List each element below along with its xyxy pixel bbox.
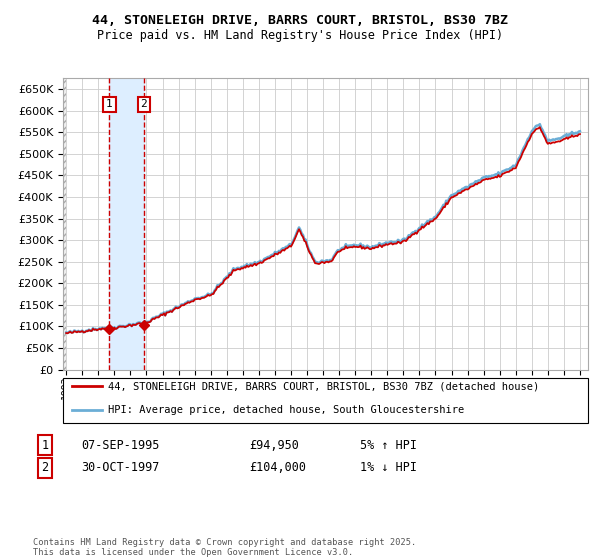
Text: 44, STONELEIGH DRIVE, BARRS COURT, BRISTOL, BS30 7BZ (detached house): 44, STONELEIGH DRIVE, BARRS COURT, BRIST… bbox=[108, 381, 539, 391]
Bar bbox=[109, 78, 144, 370]
Text: 07-SEP-1995: 07-SEP-1995 bbox=[81, 438, 160, 452]
Text: 1% ↓ HPI: 1% ↓ HPI bbox=[360, 461, 417, 474]
Text: Contains HM Land Registry data © Crown copyright and database right 2025.
This d: Contains HM Land Registry data © Crown c… bbox=[33, 538, 416, 557]
Text: 44, STONELEIGH DRIVE, BARRS COURT, BRISTOL, BS30 7BZ: 44, STONELEIGH DRIVE, BARRS COURT, BRIST… bbox=[92, 14, 508, 27]
Text: 30-OCT-1997: 30-OCT-1997 bbox=[81, 461, 160, 474]
Text: 1: 1 bbox=[106, 99, 113, 109]
Text: 2: 2 bbox=[140, 99, 147, 109]
Text: HPI: Average price, detached house, South Gloucestershire: HPI: Average price, detached house, Sout… bbox=[108, 405, 464, 416]
Text: Price paid vs. HM Land Registry's House Price Index (HPI): Price paid vs. HM Land Registry's House … bbox=[97, 29, 503, 42]
Text: 2: 2 bbox=[41, 461, 49, 474]
Text: 1: 1 bbox=[41, 438, 49, 452]
Text: £104,000: £104,000 bbox=[249, 461, 306, 474]
Text: 5% ↑ HPI: 5% ↑ HPI bbox=[360, 438, 417, 452]
Text: £94,950: £94,950 bbox=[249, 438, 299, 452]
